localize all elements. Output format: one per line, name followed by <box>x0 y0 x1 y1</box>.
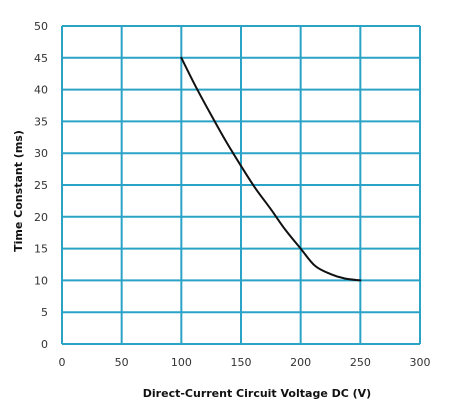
x-tick-label-3: 150 <box>231 356 252 369</box>
series-layer <box>180 56 362 282</box>
x-axis-title: Direct-Current Circuit Voltage DC (V) <box>143 387 371 400</box>
x-tick-label-0: 0 <box>59 356 66 369</box>
y-tick-label-2: 10 <box>34 274 48 287</box>
y-tick-label-1: 5 <box>41 306 48 319</box>
tick-labels: 0 50 100 150 200 250 300 0 5 10 15 20 25 30 35 40 45 50 <box>34 20 431 369</box>
x-tick-label-2: 100 <box>171 356 192 369</box>
y-tick-label-0: 0 <box>41 338 48 351</box>
grid <box>61 25 421 345</box>
y-tick-label-7: 35 <box>34 115 48 128</box>
x-tick-label-6: 300 <box>410 356 431 369</box>
y-tick-label-5: 25 <box>34 179 48 192</box>
y-tick-label-9: 45 <box>34 52 48 65</box>
x-tick-label-4: 200 <box>290 356 311 369</box>
y-tick-label-6: 30 <box>34 147 48 160</box>
y-axis-title: Time Constant (ms) <box>12 130 25 252</box>
y-tick-label-10: 50 <box>34 20 48 33</box>
series-line-0 <box>180 56 362 282</box>
x-tick-label-1: 50 <box>115 356 129 369</box>
y-tick-label-3: 15 <box>34 243 48 256</box>
y-tick-label-8: 40 <box>34 84 48 97</box>
y-tick-label-4: 20 <box>34 211 48 224</box>
x-tick-label-5: 250 <box>350 356 371 369</box>
